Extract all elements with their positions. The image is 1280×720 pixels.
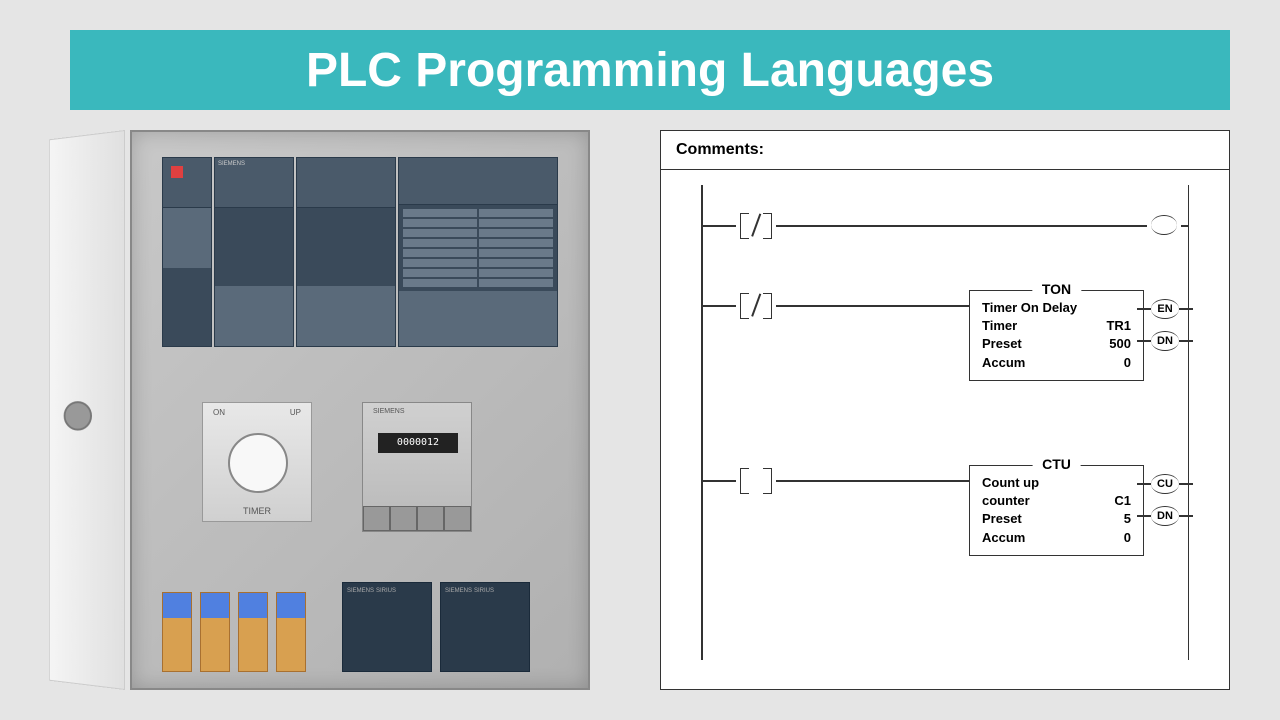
counter-display: 0000012	[378, 433, 458, 453]
plc-cabinet: SIEMENS ON UP	[45, 130, 590, 690]
ladder-area: TON Timer On Delay TimerTR1 Preset500 Ac…	[661, 170, 1229, 680]
counter-module: SIEMENS 0000012	[362, 402, 472, 532]
plc-rack: SIEMENS	[162, 157, 562, 347]
en-pin: EN	[1137, 299, 1193, 319]
plc-io-module	[398, 157, 558, 347]
left-rail	[701, 185, 703, 660]
dn-pin: DN	[1137, 331, 1193, 351]
timer-dial-icon	[228, 433, 288, 493]
relay-row: SIEMENS SIRIUS SIEMENS SIRIUS	[162, 582, 562, 672]
timer-on-label: ON	[213, 408, 225, 417]
plc-power-module	[162, 157, 212, 347]
comments-header: Comments:	[661, 131, 1229, 170]
output-coil	[1147, 213, 1181, 237]
cu-pin: CU	[1137, 474, 1193, 494]
io-grid	[399, 205, 557, 291]
cabinet-body: SIEMENS ON UP	[130, 130, 590, 690]
power-button-icon	[171, 166, 183, 178]
contactor: SIEMENS SIRIUS	[342, 582, 432, 672]
fuse-block	[162, 592, 192, 672]
ladder-diagram-panel: Comments: TON Timer On Delay TimerTR1 Pr…	[660, 130, 1230, 690]
fuse-block	[200, 592, 230, 672]
timer-module: ON UP TIMER	[202, 402, 312, 522]
ton-block: TON Timer On Delay TimerTR1 Preset500 Ac…	[969, 290, 1144, 381]
plc-cpu-module: SIEMENS	[214, 157, 294, 347]
fuse-block	[238, 592, 268, 672]
plc-comm-module	[296, 157, 396, 347]
counter-brand-label: SIEMENS	[373, 408, 405, 415]
plc-brand-label: SIEMENS	[215, 158, 293, 208]
timer-up-label: UP	[290, 408, 301, 417]
right-rail	[1188, 185, 1190, 660]
timer-label: TIMER	[203, 506, 311, 516]
dn-pin: DN	[1137, 506, 1193, 526]
contactor: SIEMENS SIRIUS	[440, 582, 530, 672]
ctu-block: CTU Count up counterC1 Preset5 Accum0 CU…	[969, 465, 1144, 556]
counter-terminals	[363, 506, 471, 531]
nc-contact	[736, 213, 776, 237]
no-contact	[736, 468, 776, 492]
nc-contact	[736, 293, 776, 317]
fb-title: CTU	[1032, 456, 1081, 472]
fuse-block	[276, 592, 306, 672]
cabinet-door	[49, 130, 125, 690]
title-bar: PLC Programming Languages	[70, 30, 1230, 110]
page-title: PLC Programming Languages	[306, 43, 994, 98]
fb-title: TON	[1032, 281, 1081, 297]
handle-icon	[64, 401, 92, 431]
